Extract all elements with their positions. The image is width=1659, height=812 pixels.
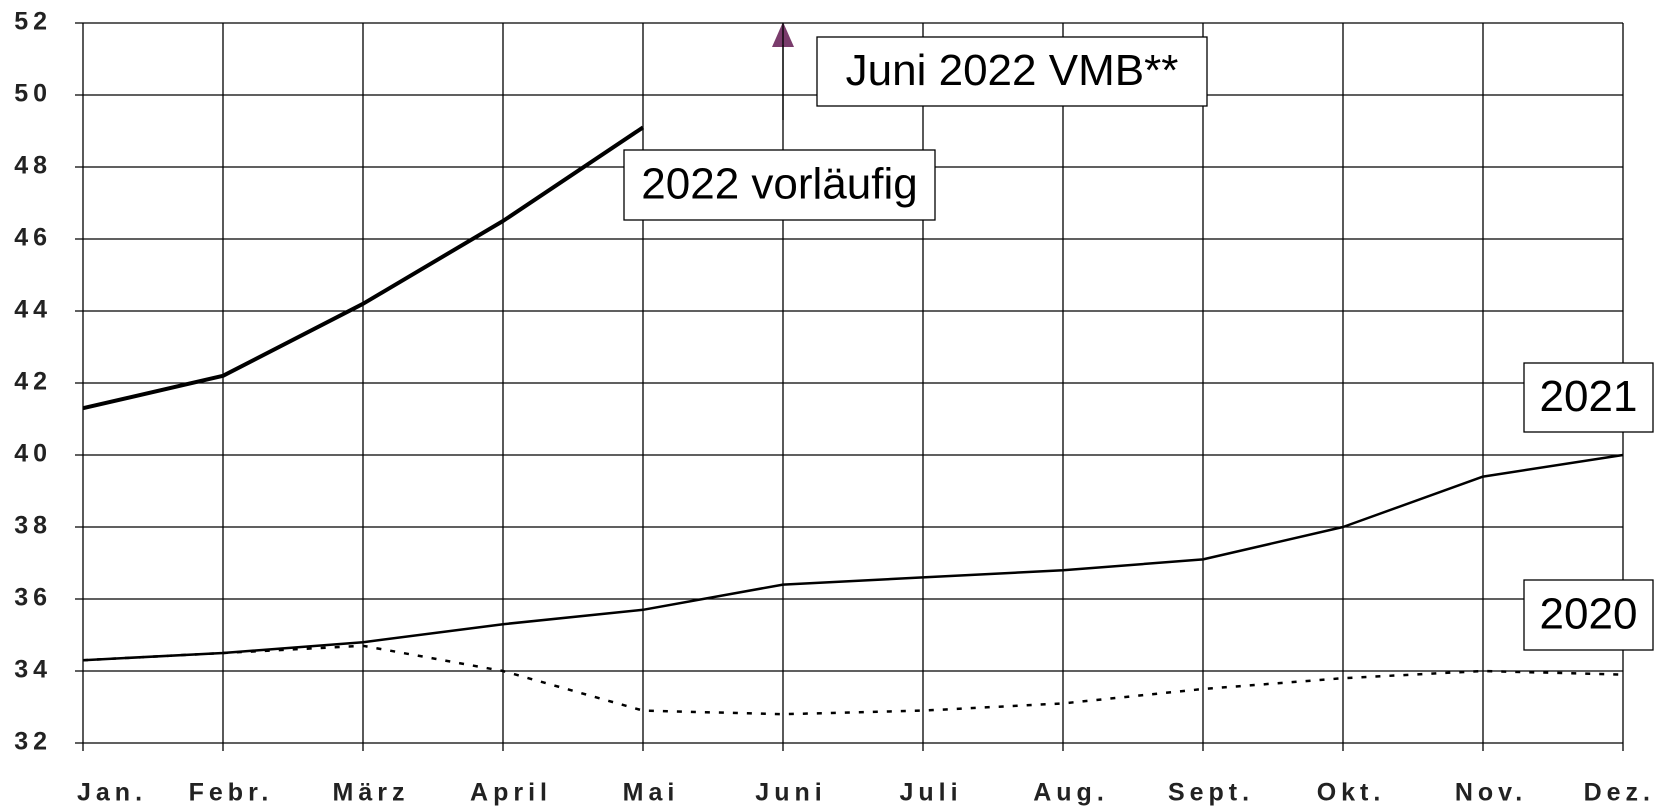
x-tick-label: April (470, 779, 552, 807)
y-tick-label: 50 (14, 80, 52, 108)
y-tick-label: 36 (14, 584, 52, 612)
x-tick-label: Aug. (1033, 779, 1109, 807)
y-tick-label: 32 (14, 728, 52, 756)
x-tick-label: Nov. (1455, 779, 1527, 807)
series-label-box (1523, 362, 1654, 433)
annotation-box (816, 36, 1208, 107)
series-label: 2021 (1540, 372, 1638, 421)
x-tick-label: Febr. (189, 779, 274, 807)
x-tick-label: Mai (623, 779, 680, 807)
x-tick-label: Dez. (1584, 779, 1655, 807)
series-label: 2022 vorläufig (641, 160, 917, 209)
y-tick-label: 40 (14, 440, 52, 468)
y-tick-label: 34 (14, 656, 52, 684)
x-tick-label: Okt. (1317, 779, 1386, 807)
y-tick-label: 52 (14, 8, 52, 36)
annotation: Juni 2022 VMB** (846, 46, 1179, 95)
series-line (82, 125, 645, 411)
y-tick-label: 38 (14, 512, 52, 540)
y-tick-label: 48 (14, 152, 52, 180)
y-tick-label: 46 (14, 224, 52, 252)
y-tick-label: 44 (14, 296, 52, 324)
series-label-box (1523, 579, 1654, 651)
x-tick-label: März (333, 779, 410, 807)
x-tick-label: Juli (899, 779, 962, 807)
y-tick-label: 42 (14, 368, 52, 396)
series-label-box (623, 149, 936, 221)
x-tick-label: Juni (755, 779, 826, 807)
series-line (82, 453, 1624, 662)
series-line (82, 644, 1624, 716)
series-label: 2020 (1540, 590, 1638, 639)
x-tick-label: Jan. (77, 779, 147, 807)
x-tick-label: Sept. (1168, 779, 1254, 807)
